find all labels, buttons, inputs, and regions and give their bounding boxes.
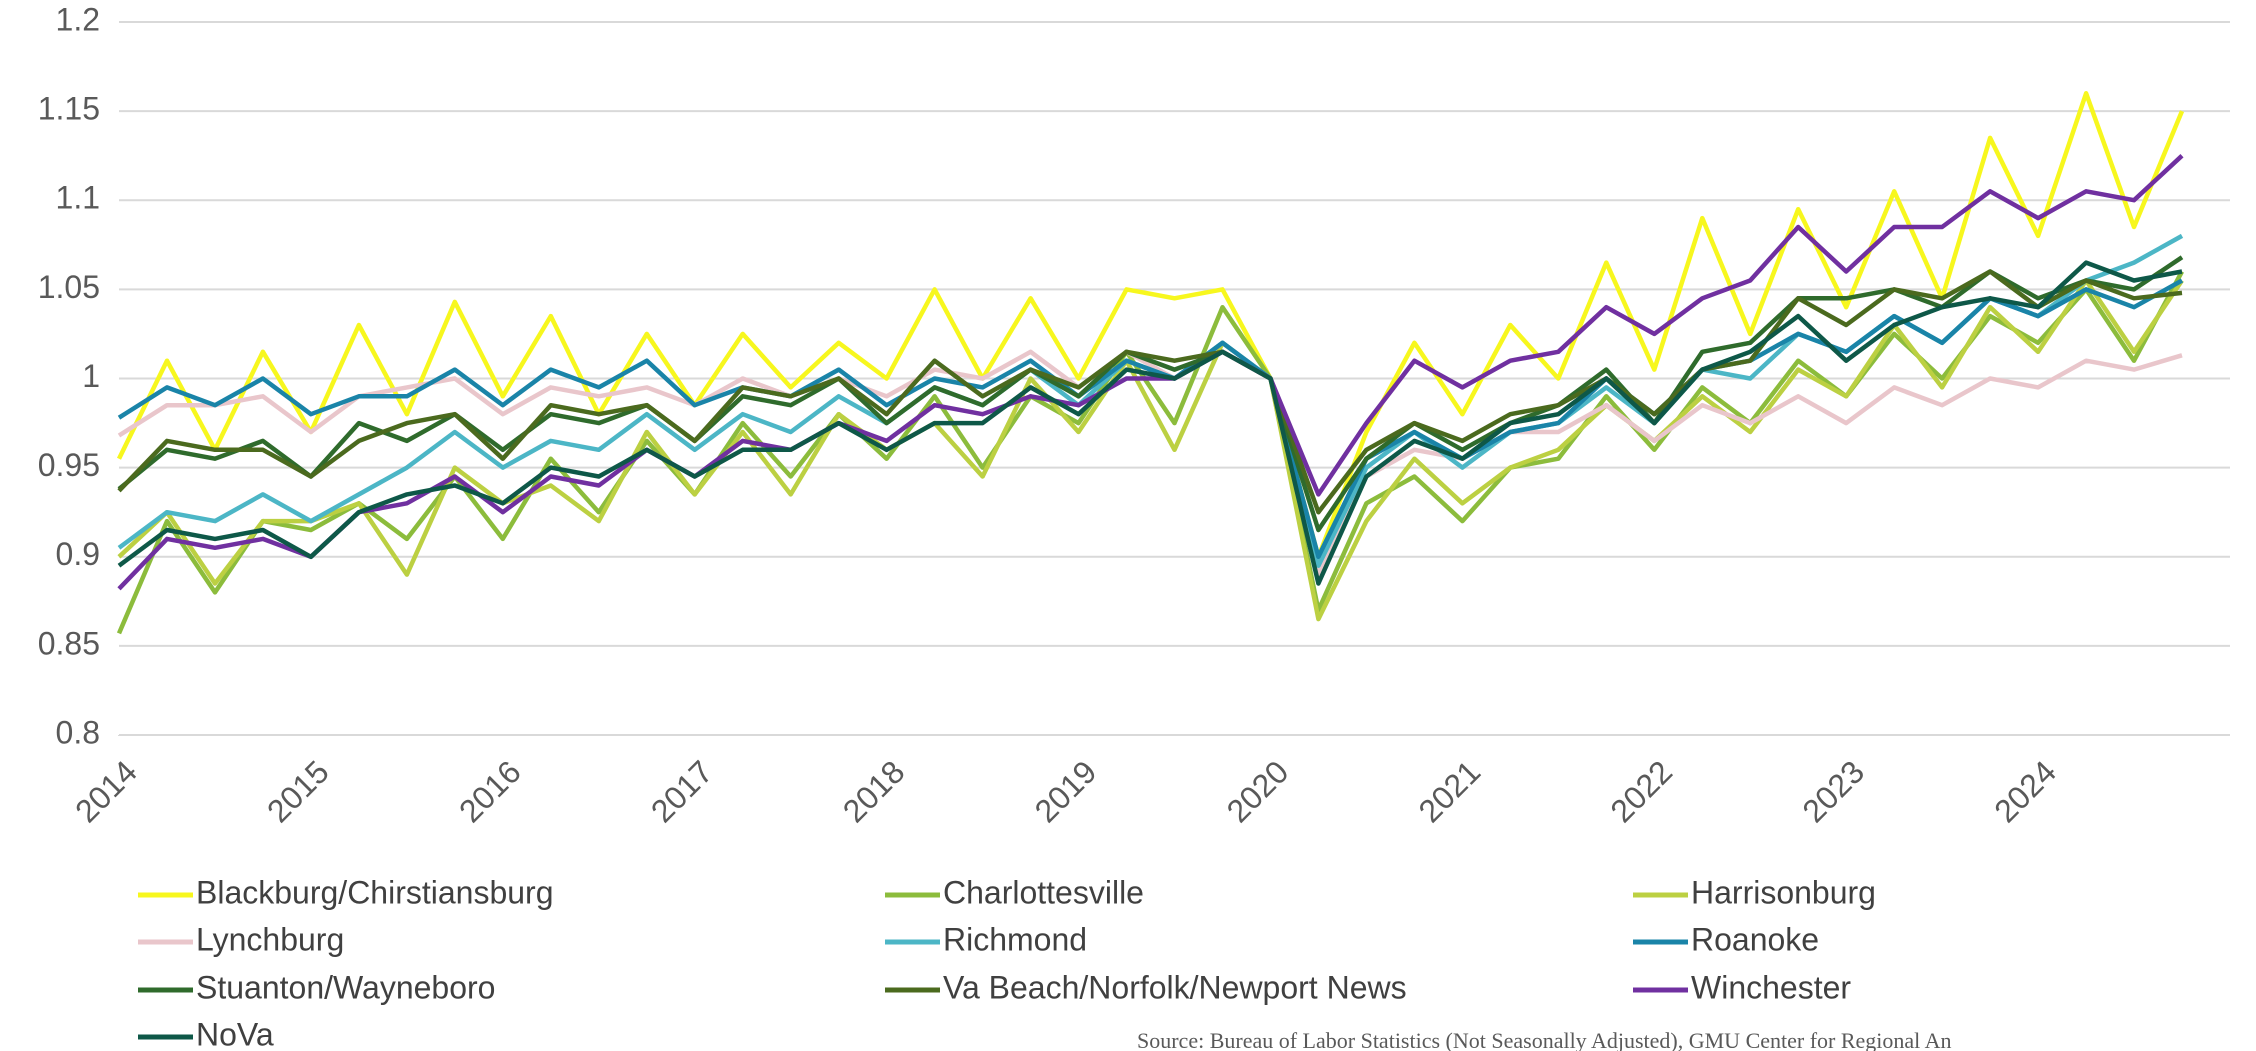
x-tick-label: 2019	[1028, 753, 1104, 829]
x-tick-label: 2018	[836, 753, 912, 829]
series-line	[117, 269, 2183, 515]
legend-label: Charlottesville	[943, 874, 1144, 910]
x-tick-label: 2015	[260, 753, 336, 829]
legend-label: Roanoke	[1691, 921, 1819, 957]
x-tick-label: 2014	[68, 753, 144, 829]
y-tick-label: 0.8	[56, 714, 100, 750]
y-tick-label: 1	[82, 358, 100, 394]
source-note: Source: Bureau of Labor Statistics (Not …	[1137, 1028, 1951, 1051]
y-tick-label: 0.85	[38, 625, 100, 661]
x-tick-label: 2024	[1987, 753, 2063, 829]
legend-label: Lynchburg	[196, 921, 344, 957]
legend-label: Winchester	[1691, 969, 1851, 1005]
series-line	[117, 260, 2183, 586]
series-line	[116, 91, 2185, 560]
series-line	[117, 340, 2183, 577]
legend-label: Va Beach/Norfolk/Newport News	[943, 969, 1407, 1005]
legend-label: Harrisonburg	[1691, 874, 1876, 910]
y-tick-label: 1.15	[38, 91, 100, 127]
x-tick-label: 2016	[452, 753, 528, 829]
y-tick-label: 0.95	[38, 447, 100, 483]
x-tick-label: 2021	[1411, 753, 1487, 829]
x-tick-label: 2020	[1220, 753, 1296, 829]
x-tick-label: 2017	[644, 753, 720, 829]
series-line	[117, 278, 2184, 560]
series-line	[117, 154, 2184, 591]
series-line	[117, 278, 2184, 622]
x-tick-label: 2022	[1603, 753, 1679, 829]
legend-label: Stuanton/Wayneboro	[196, 969, 495, 1005]
y-tick-label: 1.1	[56, 180, 100, 216]
y-tick-label: 0.9	[56, 536, 100, 572]
y-tick-label: 1.2	[56, 1, 100, 37]
legend-label: Blackburg/Chirstiansburg	[196, 874, 554, 910]
y-tick-label: 1.05	[38, 269, 100, 305]
legend-label: NoVa	[196, 1016, 274, 1051]
legend-label: Richmond	[943, 921, 1087, 957]
x-tick-label: 2023	[1795, 753, 1871, 829]
